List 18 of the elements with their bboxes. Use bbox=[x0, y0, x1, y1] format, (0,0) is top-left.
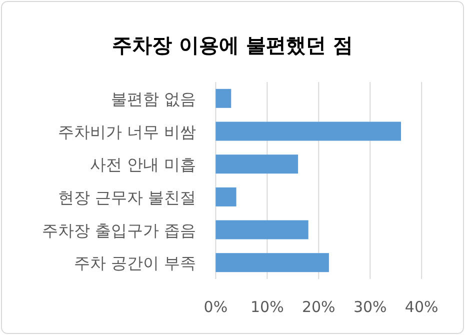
x-tick-label: 20% bbox=[302, 298, 336, 316]
bar bbox=[216, 220, 308, 240]
bar bbox=[216, 88, 232, 108]
y-tick-label: 주차비가 너무 비쌈 bbox=[58, 122, 196, 142]
x-tick-label: 40% bbox=[404, 298, 438, 316]
bar bbox=[216, 253, 329, 272]
bar bbox=[216, 187, 236, 206]
y-tick-label: 주차장 출입구가 좁음 bbox=[42, 220, 196, 240]
y-tick-label: 주차 공간이 부족 bbox=[74, 254, 196, 273]
bar bbox=[216, 122, 402, 141]
y-tick-label: 불편함 없음 bbox=[110, 89, 196, 108]
y-tick-label: 사전 안내 미흡 bbox=[90, 155, 196, 174]
bar bbox=[216, 154, 298, 174]
chart-title: 주차장 이용에 불편했던 점 bbox=[112, 33, 353, 57]
x-tick-label: 10% bbox=[250, 298, 284, 316]
x-tick-label: 0% bbox=[204, 298, 228, 316]
y-tick-label: 현장 근무자 불친절 bbox=[58, 188, 196, 207]
x-tick-label: 30% bbox=[353, 298, 387, 316]
